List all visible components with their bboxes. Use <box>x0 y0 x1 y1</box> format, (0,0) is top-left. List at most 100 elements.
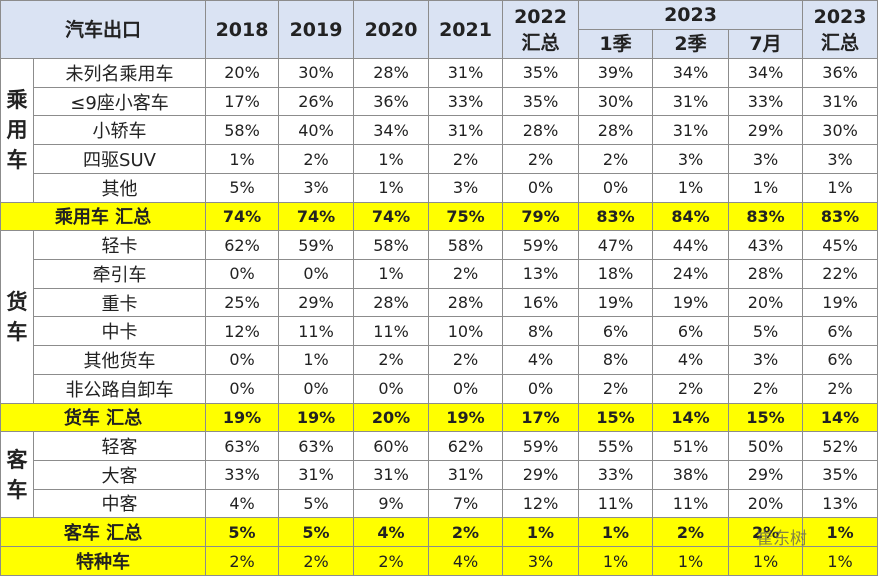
value-cell: 28% <box>353 287 430 318</box>
value-cell: 20% <box>353 402 430 433</box>
row-name: 轻卡 <box>32 230 207 260</box>
value-cell: 2% <box>728 517 804 548</box>
value-cell: 34% <box>728 58 804 88</box>
value-cell: 39% <box>578 58 654 88</box>
value-cell: 1% <box>652 172 730 203</box>
value-cell: 1% <box>353 258 430 289</box>
value-cell: 13% <box>502 258 580 289</box>
table-row: 四驱SUV 1% 2% 1% 2% 2% 2% 3% 3% 3% <box>1 144 878 174</box>
value-cell: 1% <box>728 172 804 203</box>
table-row: 乘用车 汇总 74% 74% 74% 75% 79% 83% 84% 83% 83% <box>0 201 878 232</box>
value-cell: 59% <box>502 431 580 461</box>
value-cell: 4% <box>502 345 580 375</box>
value-cell: 4% <box>428 546 504 576</box>
value-cell: 22% <box>802 258 878 289</box>
header-cell: 2季 <box>652 29 730 60</box>
value-cell: 34% <box>353 115 430 146</box>
value-cell: 44% <box>652 230 730 260</box>
value-cell: 58% <box>428 230 504 260</box>
value-cell: 20% <box>728 488 804 519</box>
value-cell: 52% <box>802 431 878 461</box>
value-cell: 31% <box>802 86 878 117</box>
value-cell: 2% <box>502 144 580 174</box>
value-cell: 3% <box>502 546 580 576</box>
value-cell: 51% <box>652 431 730 461</box>
value-cell: 35% <box>502 86 580 117</box>
value-cell: 2% <box>428 258 504 289</box>
value-cell: 43% <box>728 230 804 260</box>
value-cell: 2% <box>205 546 280 576</box>
value-cell: 63% <box>205 431 280 461</box>
value-cell: 45% <box>802 230 878 260</box>
table-row: 大客 33% 31% 31% 31% 29% 33% 38% 29% 35% <box>1 459 878 490</box>
value-cell: 5% <box>205 517 280 548</box>
value-cell: 0% <box>502 172 580 203</box>
value-cell: 28% <box>728 258 804 289</box>
value-cell: 62% <box>428 431 504 461</box>
table-row: 货车 汇总 19% 19% 20% 19% 17% 15% 14% 15% 14% <box>0 402 878 433</box>
value-cell: 26% <box>278 86 355 117</box>
value-cell: 7% <box>428 488 504 519</box>
row-name: 其他 <box>32 172 207 203</box>
value-cell: 1% <box>278 345 355 375</box>
value-cell: 15% <box>578 402 654 433</box>
value-cell: 83% <box>802 201 878 232</box>
value-cell: 29% <box>728 459 804 490</box>
row-name: 特种车 <box>0 546 207 576</box>
value-cell: 3% <box>728 144 804 174</box>
value-cell: 75% <box>428 201 504 232</box>
value-cell: 28% <box>502 115 580 146</box>
value-cell: 1% <box>652 546 730 576</box>
value-cell: 3% <box>428 172 504 203</box>
table-row: 汽车出口 2018 2019 2020 2021 2022 汇总 2023 2023 汇总 <box>0 0 878 60</box>
table-row: 中卡 12% 11% 11% 10% 8% 6% 6% 5% 6% <box>1 316 878 347</box>
header-cell: 1季 <box>578 29 654 60</box>
value-cell: 30% <box>578 86 654 117</box>
table-row: 特种车 2% 2% 2% 4% 3% 1% 1% 1% 1% <box>0 546 878 576</box>
value-cell: 47% <box>578 230 654 260</box>
value-cell: 60% <box>353 431 430 461</box>
row-name: 牵引车 <box>32 258 207 289</box>
value-cell: 2% <box>652 517 730 548</box>
value-cell: 11% <box>652 488 730 519</box>
value-cell: 0% <box>205 345 280 375</box>
header-cell: 2023 汇总 <box>802 0 878 60</box>
value-cell: 19% <box>652 287 730 318</box>
value-cell: 31% <box>428 58 504 88</box>
value-cell: 55% <box>578 431 654 461</box>
value-cell: 19% <box>578 287 654 318</box>
value-cell: 84% <box>652 201 730 232</box>
value-cell: 1% <box>728 546 804 576</box>
row-name: 其他货车 <box>32 345 207 375</box>
value-cell: 11% <box>353 316 430 347</box>
value-cell: 25% <box>205 287 280 318</box>
value-cell: 11% <box>578 488 654 519</box>
row-name: 货车 汇总 <box>0 402 207 433</box>
value-cell: 74% <box>278 201 355 232</box>
value-cell: 8% <box>578 345 654 375</box>
value-cell: 30% <box>802 115 878 146</box>
value-cell: 40% <box>278 115 355 146</box>
value-cell: 0% <box>205 258 280 289</box>
table-row: 1季 2季 7月 <box>1 29 878 60</box>
value-cell: 59% <box>502 230 580 260</box>
value-cell: 2% <box>578 144 654 174</box>
value-cell: 2% <box>278 546 355 576</box>
value-cell: 29% <box>502 459 580 490</box>
value-cell: 1% <box>802 517 878 548</box>
value-cell: 83% <box>728 201 804 232</box>
value-cell: 6% <box>652 316 730 347</box>
value-cell: 5% <box>278 517 355 548</box>
row-name: 小轿车 <box>32 115 207 146</box>
value-cell: 20% <box>205 58 280 88</box>
value-cell: 4% <box>353 517 430 548</box>
header-cell: 7月 <box>728 29 804 60</box>
value-cell: 17% <box>502 402 580 433</box>
value-cell: 6% <box>802 345 878 375</box>
row-name: 中客 <box>32 488 207 519</box>
value-cell: 29% <box>728 115 804 146</box>
row-name: 重卡 <box>32 287 207 318</box>
table-row: 其他货车 0% 1% 2% 2% 4% 8% 4% 3% 6% <box>1 345 878 375</box>
value-cell: 3% <box>802 144 878 174</box>
header-cell: 2021 <box>428 0 504 60</box>
